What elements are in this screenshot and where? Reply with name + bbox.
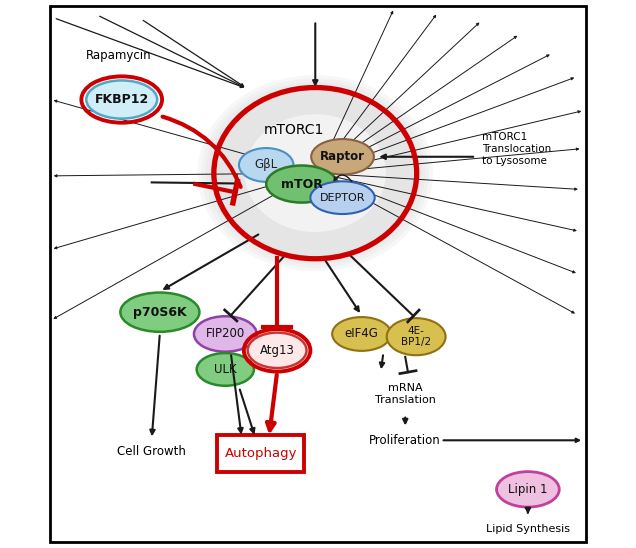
- Text: 4E-
BP1/2: 4E- BP1/2: [401, 326, 431, 347]
- Text: DEPTOR: DEPTOR: [320, 193, 365, 203]
- Ellipse shape: [209, 85, 421, 261]
- Ellipse shape: [202, 78, 429, 268]
- Text: FIP200: FIP200: [205, 328, 245, 340]
- Text: Lipin 1: Lipin 1: [508, 483, 548, 496]
- Text: mTORC1
Translocation
to Lysosome: mTORC1 Translocation to Lysosome: [481, 132, 551, 165]
- Text: Raptor: Raptor: [320, 150, 365, 163]
- Text: mTORC1: mTORC1: [263, 123, 324, 136]
- Ellipse shape: [387, 318, 446, 355]
- Text: FKBP12: FKBP12: [95, 93, 149, 106]
- Ellipse shape: [217, 92, 413, 255]
- Ellipse shape: [86, 81, 157, 118]
- Ellipse shape: [197, 353, 254, 386]
- Ellipse shape: [198, 75, 433, 271]
- Ellipse shape: [311, 139, 374, 174]
- Text: GβL: GβL: [254, 158, 278, 172]
- Ellipse shape: [217, 92, 413, 255]
- Text: Atg13: Atg13: [259, 344, 294, 357]
- Ellipse shape: [120, 293, 200, 332]
- Text: Proliferation: Proliferation: [370, 434, 441, 447]
- Text: Lipid Synthesis: Lipid Synthesis: [486, 524, 570, 534]
- Ellipse shape: [213, 88, 417, 258]
- Ellipse shape: [332, 317, 391, 351]
- Ellipse shape: [239, 148, 293, 182]
- Text: eIF4G: eIF4G: [345, 328, 378, 340]
- Text: Rapamycin: Rapamycin: [86, 49, 152, 62]
- Text: mTOR: mTOR: [280, 178, 322, 191]
- Text: p70S6K: p70S6K: [133, 306, 187, 319]
- Ellipse shape: [247, 333, 307, 368]
- Text: ULK: ULK: [214, 363, 237, 376]
- Ellipse shape: [266, 165, 337, 203]
- Text: Autophagy: Autophagy: [225, 447, 297, 460]
- Text: Cell Growth: Cell Growth: [117, 444, 186, 458]
- FancyBboxPatch shape: [50, 5, 586, 543]
- Text: mRNA
Translation: mRNA Translation: [375, 383, 436, 405]
- FancyBboxPatch shape: [217, 435, 305, 472]
- Ellipse shape: [310, 181, 375, 214]
- Ellipse shape: [245, 114, 386, 232]
- Ellipse shape: [205, 82, 425, 265]
- Ellipse shape: [194, 316, 257, 352]
- Ellipse shape: [497, 472, 559, 507]
